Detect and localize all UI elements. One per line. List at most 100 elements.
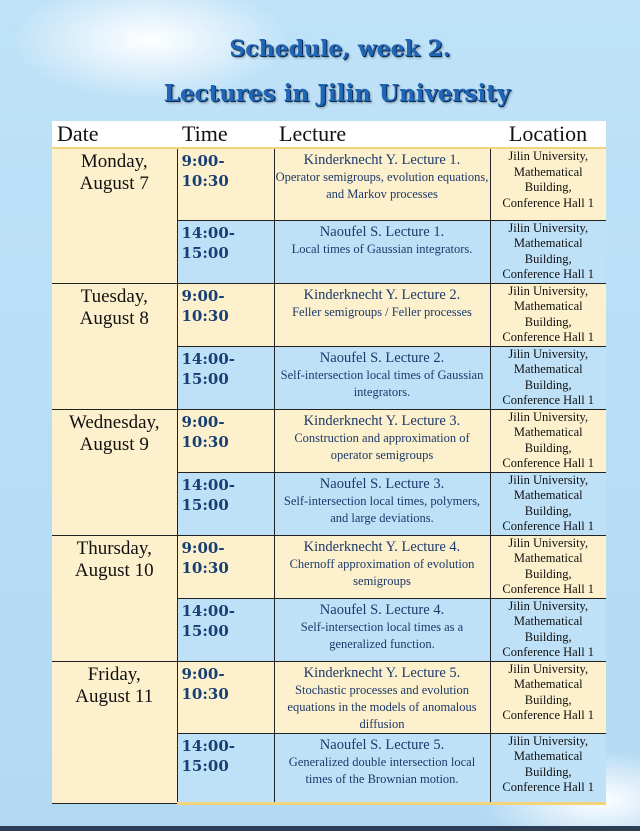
location-line: Conference Hall 1 <box>502 780 595 794</box>
lecture-title: Kinderknecht Y. Lecture 4. <box>303 538 461 555</box>
location-line: Jilin University, <box>508 661 589 676</box>
date-cell: Thursday, August 10 <box>52 534 178 662</box>
session-row: 14:00- 15:00 Naoufel S. Lecture 5. Generali… <box>52 732 606 805</box>
lecture-cell: Kinderknecht Y. Lecture 2. Feller semigro… <box>273 282 491 347</box>
date-cell: Friday, August 11 <box>52 660 178 804</box>
location-line: Jilin University, <box>508 409 589 424</box>
lecture-title: Naoufel S. Lecture 1. <box>319 223 445 240</box>
location-line: Jilin University, <box>508 283 589 298</box>
time-start: 9:00- <box>181 412 225 431</box>
session-row: Friday, August 11 9:00- 10:30 Kinderknecht Y… <box>52 660 606 804</box>
location-line: Building, <box>524 629 572 644</box>
time-end: 10:30 <box>181 684 229 703</box>
location-cell: Jilin University, Mathematical Building, Co… <box>489 597 606 662</box>
location-line: Jilin University, <box>508 535 589 550</box>
location-line: Conference Hall 1 <box>502 393 595 407</box>
session-row: 14:00- 15:00 Naoufel S. Lecture 4. Self-int… <box>52 597 606 662</box>
session-row: Tuesday, August 8 9:00- 10:30 Kinderknecht Y… <box>52 282 606 410</box>
lecture-cell: Kinderknecht Y. Lecture 4. Chernoff appro… <box>273 534 491 599</box>
day-name: Tuesday, <box>80 285 148 307</box>
location-line: Building, <box>524 377 572 392</box>
location-line: Conference Hall 1 <box>502 456 595 470</box>
time-start: 14:00- <box>181 223 236 242</box>
day-date: August 11 <box>75 685 154 707</box>
location-line: Jilin University, <box>508 598 589 613</box>
lecture-cell: Kinderknecht Y. Lecture 5. Stochastic pro… <box>273 660 491 734</box>
location-line: Mathematical <box>513 677 583 691</box>
time-cell: 9:00- 10:30 <box>176 534 275 599</box>
time-end: 10:30 <box>181 306 229 325</box>
location-line: Conference Hall 1 <box>502 582 595 596</box>
schedule-title: Schedule, week 2. <box>229 36 451 62</box>
session-row: 14:00- 15:00 Naoufel S. Lecture 1. Local ti… <box>52 219 606 284</box>
day-name: Friday, <box>87 663 141 685</box>
day-name: Thursday, <box>76 537 152 559</box>
location-line: Mathematical <box>513 236 583 250</box>
session-row: Wednesday, August 9 9:00- 10:30 Kinderknecht… <box>52 408 606 536</box>
time-cell: 14:00- 15:00 <box>176 219 275 284</box>
time-start: 14:00- <box>181 349 236 368</box>
lecture-cell: Naoufel S. Lecture 2. Self-intersection l… <box>273 345 491 410</box>
time-cell: 14:00- 15:00 <box>176 732 275 805</box>
location-cell: Jilin University, Mathematical Building, Co… <box>489 534 606 599</box>
day-date: August 7 <box>79 173 149 194</box>
lecture-title: Kinderknecht Y. Lecture 2. <box>303 286 461 303</box>
location-line: Conference Hall 1 <box>502 645 595 659</box>
location-line: Mathematical <box>513 425 583 439</box>
time-end: 15:00 <box>181 369 229 388</box>
lecture-title: Naoufel S. Lecture 2. <box>319 349 445 366</box>
location-line: Conference Hall 1 <box>502 330 595 344</box>
schedule-subtitle: Lectures in Jilin University <box>163 80 511 107</box>
time-cell: 14:00- 15:00 <box>176 345 275 410</box>
time-start: 9:00- <box>181 286 225 305</box>
location-line: Mathematical <box>513 551 583 565</box>
location-cell: Jilin University, Mathematical Building, Co… <box>489 282 606 347</box>
header-time: Time <box>177 121 274 149</box>
header-row: Date Time Lecture Location <box>52 121 606 149</box>
location-cell: Jilin University, Mathematical Building, Co… <box>489 219 606 284</box>
time-start: 14:00- <box>181 475 236 494</box>
location-line: Jilin University, <box>508 472 589 487</box>
lecture-description: Self-intersection local times as a gener… <box>300 619 464 651</box>
time-cell: 14:00- 15:00 <box>176 471 275 536</box>
location-line: Conference Hall 1 <box>502 708 595 722</box>
location-line: Mathematical <box>513 362 583 376</box>
location-line: Building, <box>524 251 572 266</box>
location-cell: Jilin University, Mathematical Building, Co… <box>489 471 606 536</box>
day-date: August 8 <box>79 307 149 329</box>
location-line: Building, <box>524 440 572 455</box>
lecture-cell: Naoufel S. Lecture 5. Generalized double … <box>273 732 491 805</box>
location-line: Mathematical <box>513 488 583 502</box>
location-line: Jilin University, <box>508 149 589 163</box>
day-name: Monday, <box>80 151 148 172</box>
time-cell: 9:00- 10:30 <box>176 282 275 347</box>
location-line: Building, <box>524 314 572 329</box>
lecture-description: Self-intersection local times, polymers,… <box>283 493 481 525</box>
header-date: Date <box>52 121 177 149</box>
location-line: Conference Hall 1 <box>502 195 595 210</box>
lecture-title: Kinderknecht Y. Lecture 3. <box>303 412 461 429</box>
location-line: Building, <box>524 692 572 707</box>
location-line: Building, <box>524 503 572 518</box>
session-row: Monday, August 7 9:00- 10:30 Kinderknecht Y.… <box>52 147 606 284</box>
date-cell: Tuesday, August 8 <box>52 282 178 410</box>
lecture-description: Construction and approximation of operat… <box>294 430 470 462</box>
time-end: 10:30 <box>181 172 229 190</box>
day-date: August 9 <box>79 433 149 455</box>
lecture-cell: Kinderknecht Y. Lecture 3. Construction a… <box>273 408 491 473</box>
date-cell: Wednesday, August 9 <box>52 408 178 536</box>
lecture-cell: Naoufel S. Lecture 1. Local times of Gaus… <box>273 219 491 284</box>
time-cell: 9:00- 10:30 <box>176 408 275 473</box>
location-line: Jilin University, <box>508 346 589 361</box>
location-line: Building, <box>524 566 572 581</box>
time-start: 9:00- <box>181 664 225 683</box>
time-end: 15:00 <box>181 243 229 262</box>
lecture-cell: Naoufel S. Lecture 3. Self-intersection l… <box>273 471 491 536</box>
lecture-description: Self-intersection local times of Gaussia… <box>280 367 484 399</box>
day-date: August 10 <box>74 559 154 581</box>
lecture-title: Kinderknecht Y. Lecture 1. <box>303 152 461 168</box>
time-start: 14:00- <box>181 601 236 620</box>
time-end: 15:00 <box>181 621 229 640</box>
header-lecture: Lecture <box>274 121 490 149</box>
date-cell: Monday, August 7 <box>52 147 178 284</box>
